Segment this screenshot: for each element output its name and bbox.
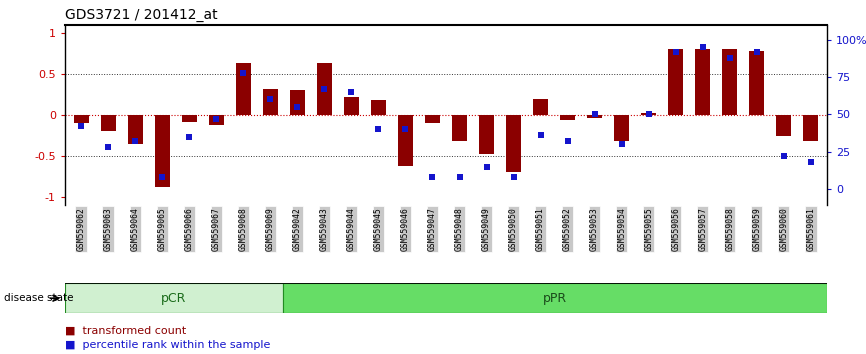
Bar <box>155 115 170 187</box>
Bar <box>317 63 332 115</box>
Bar <box>425 115 440 123</box>
Text: ■  percentile rank within the sample: ■ percentile rank within the sample <box>65 340 270 350</box>
Bar <box>263 89 278 115</box>
Bar <box>282 283 827 313</box>
Bar <box>128 115 143 144</box>
Bar <box>452 115 467 141</box>
Bar <box>669 50 683 115</box>
Bar <box>371 100 386 115</box>
Bar <box>695 50 710 115</box>
Bar <box>776 115 792 136</box>
Bar <box>587 115 602 118</box>
Bar <box>290 90 305 115</box>
Bar <box>182 115 197 122</box>
Bar <box>398 115 413 166</box>
Bar <box>506 115 521 172</box>
Text: pPR: pPR <box>543 292 567 305</box>
Bar <box>65 283 282 313</box>
Bar <box>74 115 88 123</box>
Bar <box>209 115 223 125</box>
Bar <box>749 51 764 115</box>
Bar <box>533 99 548 115</box>
Bar <box>641 113 656 115</box>
Text: pCR: pCR <box>161 292 186 305</box>
Bar <box>804 115 818 141</box>
Bar <box>479 115 494 154</box>
Bar <box>344 97 359 115</box>
Text: disease state: disease state <box>4 293 74 303</box>
Bar <box>614 115 629 141</box>
Bar <box>722 50 737 115</box>
Bar <box>236 63 251 115</box>
Text: ■  transformed count: ■ transformed count <box>65 326 186 336</box>
Bar <box>560 115 575 120</box>
Bar <box>100 115 116 131</box>
Text: GDS3721 / 201412_at: GDS3721 / 201412_at <box>65 8 217 22</box>
